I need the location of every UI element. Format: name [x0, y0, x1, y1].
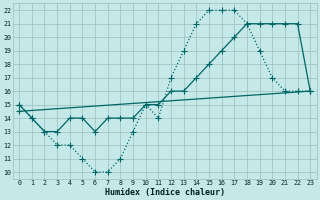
X-axis label: Humidex (Indice chaleur): Humidex (Indice chaleur)	[105, 188, 225, 197]
